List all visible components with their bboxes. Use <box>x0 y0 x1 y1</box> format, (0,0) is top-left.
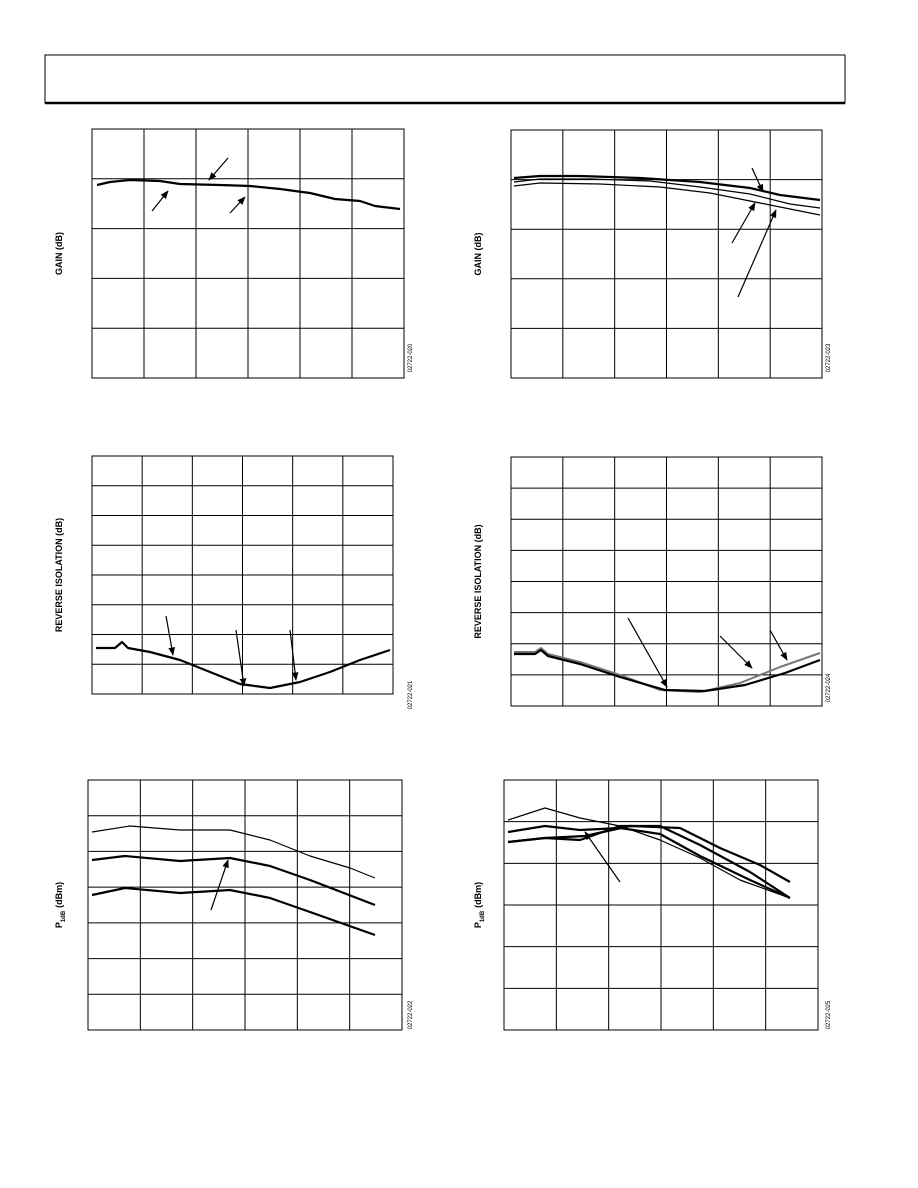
arrow <box>769 629 788 661</box>
arrow <box>719 635 753 669</box>
curve <box>513 174 821 202</box>
arrow <box>210 859 229 911</box>
curve <box>96 178 401 211</box>
arrow <box>165 615 175 656</box>
plot-frame <box>91 128 405 379</box>
curve <box>96 640 391 690</box>
curve <box>514 647 821 693</box>
y-axis-label: GAIN (dB) <box>473 233 483 276</box>
arrow <box>731 202 756 244</box>
y-axis-label: P1dB (dBm) <box>54 882 67 928</box>
arrow <box>208 157 229 181</box>
label-main: P <box>473 922 483 928</box>
figure-code: 02722-023 <box>826 343 832 372</box>
figure-code: 02722-025 <box>826 1000 832 1029</box>
plot-frame <box>510 456 823 707</box>
plot-grid <box>511 457 822 706</box>
arrow <box>584 831 621 883</box>
curve <box>507 807 791 899</box>
label-sub: 1dB <box>61 910 67 922</box>
label-sub: 1dB <box>480 910 486 922</box>
curve <box>507 824 791 900</box>
plot-frame <box>87 779 403 1031</box>
arrow <box>151 190 169 212</box>
label-main: P <box>54 922 64 928</box>
plot-grid <box>504 780 818 1030</box>
figure-code: 02722-024 <box>826 673 832 702</box>
label-unit: (dBm) <box>54 882 64 908</box>
curve <box>91 886 376 937</box>
arrow <box>627 617 668 688</box>
y-axis-label: GAIN (dB) <box>54 232 64 275</box>
plot-grid <box>88 780 402 1030</box>
curve <box>513 182 821 216</box>
curve <box>91 825 376 879</box>
figure-code: 02722-021 <box>408 680 414 709</box>
plot-frame <box>510 129 823 379</box>
plot-grid <box>511 130 822 378</box>
figure-code: 02722-022 <box>408 1000 414 1029</box>
y-axis-label: P1dB (dBm) <box>473 882 486 928</box>
arrow <box>751 167 764 193</box>
figure-code: 02722-020 <box>408 343 414 372</box>
plot-frame <box>503 779 819 1031</box>
arrow <box>229 196 246 214</box>
label-unit: (dBm) <box>473 882 483 908</box>
y-axis-label: REVERSE ISOLATION (dB) <box>54 518 64 632</box>
arrow <box>737 209 777 298</box>
header-box <box>44 54 846 104</box>
plot-grid <box>92 456 393 694</box>
curve <box>514 648 821 693</box>
curve <box>91 854 376 907</box>
y-axis-label: REVERSE ISOLATION (dB) <box>473 524 483 638</box>
curve <box>513 178 821 209</box>
arrow <box>235 629 247 687</box>
arrow <box>289 629 299 681</box>
plot-frame <box>91 455 394 695</box>
plot-grid <box>92 129 404 378</box>
curve <box>507 824 791 883</box>
